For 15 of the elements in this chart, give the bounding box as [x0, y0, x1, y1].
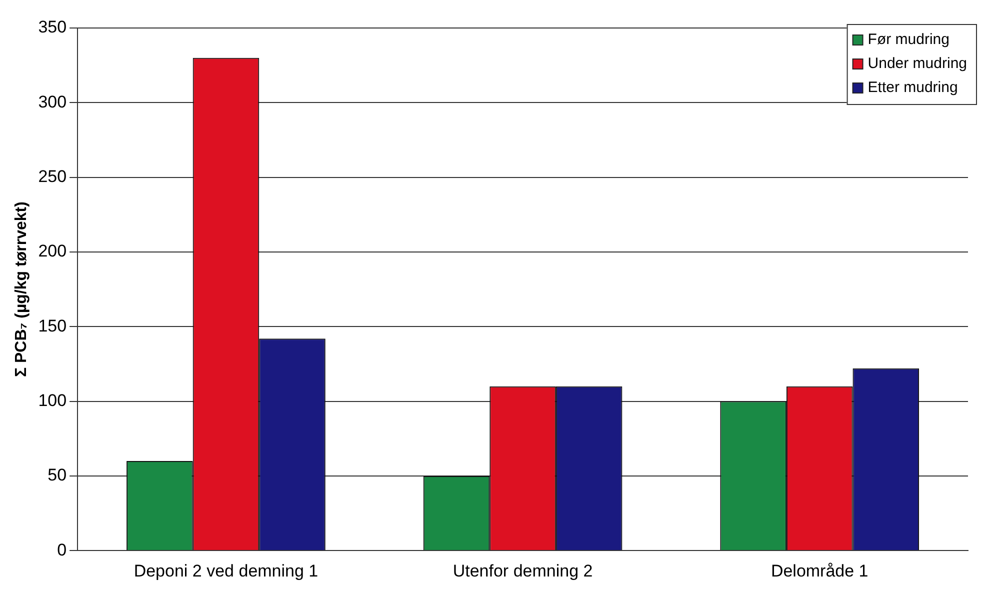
y-tick-label: 200	[38, 242, 67, 261]
legend-label: Etter mudring	[868, 79, 958, 96]
y-tick-label: 0	[57, 540, 67, 560]
y-tick-label: 100	[38, 390, 67, 410]
x-tick-label: Delområde 1	[770, 561, 868, 580]
y-axis-title: Σ PCB₇ (µg/kg tørrvekt)	[13, 202, 30, 378]
legend-label: Før mudring	[868, 31, 950, 48]
x-tick-label: Utenfor demning 2	[452, 561, 593, 580]
y-tick-label: 300	[38, 92, 67, 112]
y-tick-label: 50	[48, 466, 67, 485]
x-tick-label: Deponi 2 ved demning 1	[134, 561, 318, 580]
y-tick-label: 250	[38, 167, 67, 186]
y-tick-label: 150	[38, 316, 67, 336]
legend-label: Under mudring	[868, 55, 968, 72]
y-tick-label: 350	[38, 18, 67, 37]
